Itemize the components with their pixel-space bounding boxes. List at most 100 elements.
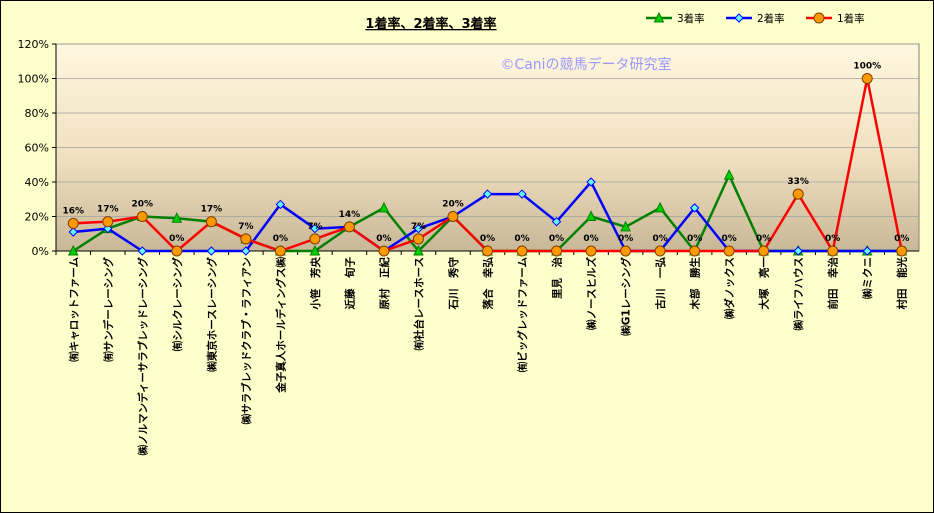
- x-tick-label: 金子真人ホールディングス㈱: [274, 257, 287, 394]
- point-2chaku: [206, 246, 217, 256]
- point-1chaku: [620, 245, 632, 257]
- y-tick-label: 120%: [18, 38, 49, 51]
- y-tick-label: 40%: [25, 176, 49, 189]
- point-1chaku: [378, 245, 390, 257]
- point-1chaku: [482, 245, 493, 257]
- data-label: 7%: [307, 222, 322, 232]
- point-3chaku: [413, 244, 424, 256]
- point-1chaku: [343, 221, 355, 233]
- series-3: [67, 73, 908, 257]
- point-3chaku: [67, 244, 79, 256]
- legend-label: 3着率: [677, 12, 705, 25]
- legend-marker: [734, 13, 744, 23]
- y-tick-label: 20%: [25, 211, 49, 224]
- legend-marker: [813, 12, 825, 24]
- y-tick-label: 60%: [25, 142, 49, 155]
- x-tick-label: ㈱ノースヒルズ: [585, 257, 598, 330]
- point-1chaku: [136, 211, 148, 222]
- x-tick-label: ㈲シルクレーシング: [171, 257, 184, 352]
- grid-lines: [56, 43, 919, 217]
- point-1chaku: [205, 216, 217, 228]
- point-3chaku: [585, 210, 597, 221]
- point-2chaku: [586, 177, 596, 187]
- data-label: 0%: [687, 234, 702, 244]
- legend: 3着率 2着率 1着率: [646, 11, 865, 25]
- point-1chaku: [309, 233, 321, 245]
- data-label: 17%: [97, 205, 119, 215]
- legend-item: 3着率: [646, 11, 705, 25]
- x-tick-label: 前田 幸治: [827, 257, 840, 310]
- data-label: 7%: [238, 222, 253, 232]
- point-2chaku: [482, 189, 493, 199]
- data-label: 0%: [756, 234, 771, 244]
- data-label: 14%: [339, 210, 361, 220]
- data-labels: 16% 17% 20% 0% 17% 7% 0% 7% 14% 0% 7% 20% 0% 0% 0% 0% 0%…: [62, 62, 909, 245]
- point-1chaku: [654, 245, 666, 257]
- data-label: 16%: [62, 206, 84, 216]
- point-2chaku: [689, 203, 700, 213]
- point-2chaku: [413, 223, 424, 234]
- point-1chaku: [723, 245, 735, 257]
- data-label: 0%: [514, 234, 529, 244]
- point-2chaku: [551, 216, 562, 227]
- x-tick-label: ㈱東京ホースレーシング: [205, 257, 218, 372]
- x-tick-label: ㈱ノルマンディーサラブレッドレーシング: [136, 257, 149, 456]
- point-3chaku: [654, 201, 666, 213]
- x-tick-label: 原村 正紀: [378, 257, 391, 310]
- point-2chaku: [275, 199, 286, 210]
- watermark: ©Caniの競馬データ研究室: [500, 56, 671, 73]
- legend-label: 1着率: [837, 12, 865, 25]
- y-tick-label: 100%: [18, 73, 49, 86]
- data-label: 0%: [825, 234, 840, 244]
- point-2chaku: [310, 223, 320, 234]
- point-1chaku: [240, 233, 252, 245]
- point-1chaku: [792, 188, 804, 200]
- legend-marker: [653, 11, 665, 23]
- x-tick-label: ㈱サラブレッドクラブ・ラフィアン: [240, 257, 253, 424]
- data-label: 17%: [201, 205, 223, 215]
- x-tick-label: 古川 一弘: [654, 257, 667, 310]
- point-3chaku: [309, 244, 321, 256]
- chart-title: 1着率、2着率、3着率: [365, 16, 496, 32]
- data-label: 33%: [787, 177, 809, 187]
- point-1chaku: [896, 245, 908, 257]
- x-tick-label: ㈱ライフハウス: [792, 257, 805, 331]
- data-label: 0%: [618, 234, 633, 244]
- data-label: 0%: [169, 234, 184, 244]
- point-1chaku: [585, 245, 597, 257]
- x-tick-label: 近藤 旬子: [343, 257, 356, 310]
- point-2chaku: [241, 246, 251, 256]
- point-1chaku: [274, 245, 286, 257]
- x-tick-label: ㈲ビッグレッドファーム: [516, 257, 529, 373]
- x-tick-label: 木部 勝生: [689, 257, 702, 311]
- data-label: 0%: [894, 234, 909, 244]
- point-1chaku: [102, 216, 114, 228]
- point-1chaku: [67, 217, 79, 229]
- x-tick-label: ㈲キャロットファーム: [67, 257, 80, 362]
- point-2chaku: [517, 189, 527, 199]
- data-label: 100%: [853, 62, 881, 72]
- point-1chaku: [171, 245, 183, 257]
- point-1chaku: [827, 245, 839, 257]
- legend-label: 2着率: [757, 12, 785, 25]
- x-tick-label: 大塚 亮一: [758, 257, 771, 310]
- point-2chaku: [793, 246, 803, 256]
- x-tick-label: ㈲サンデーレーシング: [102, 257, 115, 362]
- x-axis: ㈲キャロットファーム ㈲サンデーレーシング ㈱ノルマンディーサラブレッドレーシング ㈲…: [55, 250, 919, 456]
- x-tick-label: 落合 幸弘: [482, 257, 495, 310]
- data-label: 20%: [442, 200, 464, 210]
- x-tick-label: 里見 治: [551, 257, 564, 299]
- x-tick-label: 石川 秀守: [447, 257, 460, 311]
- y-tick-label: 0%: [32, 245, 49, 258]
- legend-item: 1着率: [806, 12, 865, 25]
- point-1chaku: [412, 233, 424, 245]
- data-label: 0%: [721, 234, 736, 244]
- x-tick-label: 村田 能光: [896, 257, 909, 310]
- data-label: 0%: [583, 234, 598, 244]
- data-label: 7%: [411, 222, 426, 232]
- data-label: 0%: [376, 234, 391, 244]
- point-1chaku: [758, 245, 770, 257]
- x-tick-label: ㈲社台レースホース: [412, 257, 425, 350]
